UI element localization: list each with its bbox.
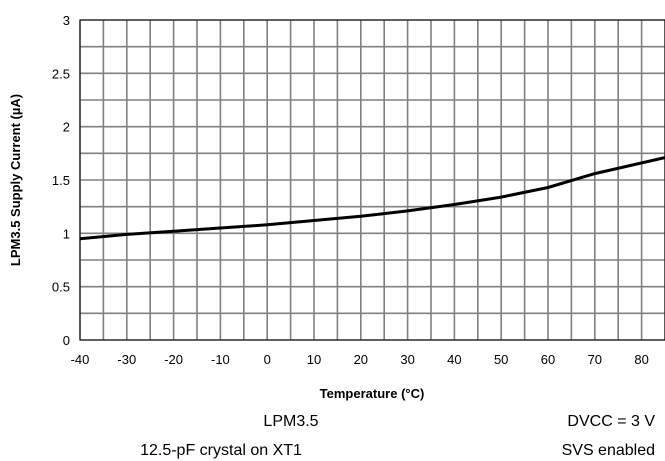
annotation-mode: LPM3.5 <box>263 413 318 430</box>
annotation-svs: SVS enabled <box>562 442 655 459</box>
x-tick-label: 80 <box>634 352 648 367</box>
y-tick-label: 1 <box>63 226 70 241</box>
x-tick-label: 10 <box>307 352 321 367</box>
x-tick-label: 70 <box>588 352 602 367</box>
y-tick-labels: 0 0.5 1 1.5 2 2.5 3 <box>52 13 70 348</box>
y-axis-title: LPM3.5 Supply Current (µA) <box>8 94 23 266</box>
x-tick-label: 40 <box>447 352 461 367</box>
x-tick-label: 0 <box>264 352 271 367</box>
y-tick-label: 0.5 <box>52 280 70 295</box>
annotation-supply: DVCC = 3 V <box>567 413 655 430</box>
annotation-crystal: 12.5-pF crystal on XT1 <box>140 442 302 459</box>
plot-frame <box>79 19 665 341</box>
x-tick-label: -10 <box>211 352 230 367</box>
x-tick-label: 60 <box>541 352 555 367</box>
x-tick-label: 30 <box>400 352 414 367</box>
y-tick-label: 3 <box>63 13 70 28</box>
x-tick-label: -30 <box>117 352 136 367</box>
x-tick-label: -20 <box>164 352 183 367</box>
y-tick-label: 1.5 <box>52 173 70 188</box>
x-tick-label: 50 <box>494 352 508 367</box>
x-axis-title: Temperature (°C) <box>320 386 425 401</box>
x-tick-label: -40 <box>71 352 90 367</box>
x-tick-labels: -40 -30 -20 -10 0 10 20 30 40 50 60 70 80 <box>71 352 649 367</box>
series-line-0 <box>79 156 665 241</box>
y-tick-label: 2 <box>63 120 70 135</box>
x-tick-label: 20 <box>354 352 368 367</box>
y-tick-label: 0 <box>63 333 70 348</box>
y-tick-label: 2.5 <box>52 66 70 81</box>
series-layer <box>79 156 665 241</box>
